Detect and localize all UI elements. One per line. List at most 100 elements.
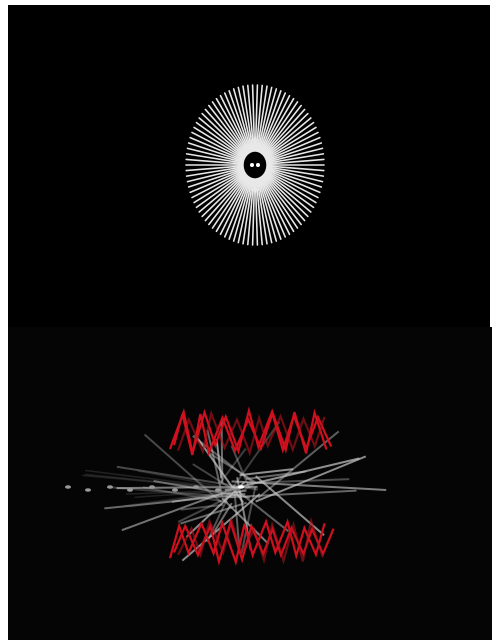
node-dot: [238, 485, 244, 489]
burst-ray: [211, 175, 249, 229]
burst-ray: [191, 131, 245, 161]
node-dot: [172, 488, 178, 492]
burst-ray: [254, 178, 259, 246]
burst-ray: [185, 158, 244, 165]
grey-edge: [192, 463, 239, 494]
burst-ray: [228, 177, 252, 240]
burst-ray: [262, 104, 302, 156]
burst-ray: [215, 175, 250, 233]
grey-edge: [142, 486, 228, 504]
burst-ray: [260, 176, 291, 236]
burst-ray: [195, 121, 246, 159]
burst-ray: [262, 174, 302, 226]
burst-ray: [223, 92, 251, 154]
burst-ray: [265, 142, 323, 162]
burst-ray: [264, 171, 315, 209]
burst-ray: [263, 173, 309, 218]
node-dot: [107, 485, 113, 489]
burst-ray: [195, 171, 246, 209]
burst-ray: [259, 92, 287, 154]
burst-ray: [260, 175, 295, 233]
burst-ray: [256, 177, 268, 245]
grey-edge: [180, 503, 224, 511]
burst-ray: [265, 131, 319, 161]
grey-edge: [240, 486, 257, 554]
grey-edge: [255, 455, 367, 503]
grey-edge: [206, 496, 230, 543]
grey-edge: [116, 465, 258, 491]
burst-ray: [264, 170, 317, 204]
burst-ray: [257, 177, 278, 242]
burst-ray: [266, 165, 325, 172]
fade-edge: [129, 489, 241, 508]
burst-ray: [257, 86, 273, 153]
burst-ray: [254, 84, 259, 152]
node-dot: [85, 488, 91, 492]
burst-ray: [260, 97, 295, 155]
red-edge: [177, 516, 324, 565]
node-dot: [149, 485, 155, 489]
burst-ray: [189, 168, 245, 194]
grey-edge: [224, 457, 360, 492]
burst-ray: [223, 176, 251, 238]
burst-ray: [261, 101, 299, 155]
grey-edge: [230, 445, 250, 489]
red-edge: [172, 409, 333, 457]
burst-ray: [211, 101, 249, 155]
burst-ray: [263, 112, 309, 157]
fade-edge: [84, 469, 241, 491]
burst-ray: [262, 108, 306, 157]
burst-ray: [208, 174, 248, 226]
burst-ray: [186, 167, 245, 183]
burst-ray: [219, 176, 250, 236]
burst-ray: [265, 169, 319, 199]
burst-ray: [258, 90, 282, 153]
burst-ray: [265, 168, 321, 194]
burst-ray: [208, 104, 248, 156]
fade-edge: [137, 470, 241, 491]
node-dot: [215, 488, 221, 492]
burst-ray: [193, 170, 246, 204]
burst-ray: [232, 88, 253, 153]
grey-edge: [143, 433, 222, 503]
grey-edge: [209, 452, 256, 483]
grey-edge: [233, 484, 241, 547]
grey-edge: [219, 448, 247, 484]
burst-ray: [189, 136, 245, 162]
burst-ray: [258, 177, 282, 240]
burst-ray: [262, 173, 306, 222]
burst-ray: [185, 153, 244, 164]
burst-ray: [255, 178, 264, 246]
burst-ray: [186, 147, 245, 163]
burst-ray: [204, 108, 248, 157]
burst-ray: [193, 126, 246, 160]
grey-edge: [180, 501, 247, 525]
burst-ray: [215, 97, 250, 155]
fade-edge: [123, 489, 241, 507]
burst-ray: [266, 166, 325, 177]
burst-center-dot: [256, 163, 260, 167]
fade-edge: [134, 489, 241, 498]
burst-ray: [265, 168, 323, 188]
grey-edge: [185, 481, 246, 538]
burst-ray: [246, 178, 255, 246]
burst-ray: [219, 94, 250, 154]
grey-edge: [223, 421, 281, 501]
burst-ray: [198, 172, 247, 213]
burst-ray: [264, 126, 317, 160]
burst-ray: [263, 117, 312, 158]
burst-ray: [198, 117, 247, 158]
burst-ray: [263, 172, 312, 213]
burst-ray: [204, 173, 248, 222]
burst-ray: [266, 153, 325, 164]
burst-ray: [257, 88, 278, 153]
node-dot: [193, 485, 199, 489]
grey-edge: [121, 484, 243, 532]
burst-ray: [251, 84, 256, 152]
top-panel: [8, 5, 490, 327]
grey-edge: [171, 489, 247, 503]
network-graphic: [65, 406, 387, 566]
burst-ray: [187, 168, 245, 188]
burst-ray: [191, 169, 245, 199]
